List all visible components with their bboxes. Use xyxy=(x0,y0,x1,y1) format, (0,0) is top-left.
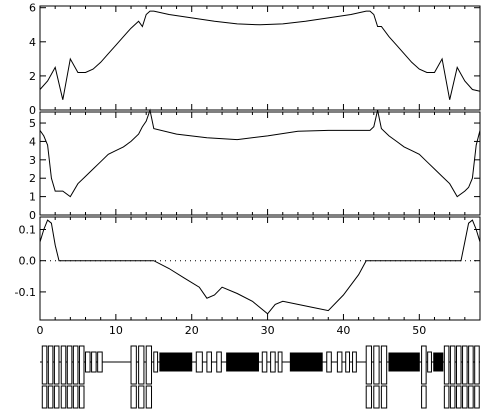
y-tick-label: -0.1 xyxy=(15,286,36,299)
lattice-element xyxy=(145,345,153,385)
element-label-stub xyxy=(474,385,480,409)
element-label-stub xyxy=(468,385,474,409)
dipole-magnet xyxy=(226,352,259,372)
element-label-stub xyxy=(66,385,73,409)
x-tick-label: 30 xyxy=(261,324,275,337)
y-tick-label: 2 xyxy=(29,70,36,83)
series-line-bottom xyxy=(39,219,481,315)
x-tick-label: 50 xyxy=(412,324,426,337)
element-label-stub xyxy=(47,385,54,409)
series-line-top xyxy=(39,10,481,100)
y-tick-label: 4 xyxy=(29,135,36,148)
lattice-element xyxy=(468,345,474,385)
dipole-magnet xyxy=(388,352,420,372)
element-label-stub xyxy=(380,385,388,409)
x-tick-label: 20 xyxy=(185,324,199,337)
lattice-element xyxy=(443,345,450,385)
x-tick-label: 40 xyxy=(336,324,350,337)
panel-top: 0 2 4 6 xyxy=(29,2,481,117)
dipole-magnet xyxy=(433,352,444,372)
lattice-element xyxy=(130,345,137,385)
lattice-element xyxy=(66,345,73,385)
x-tick-label: 10 xyxy=(109,324,123,337)
y-tick-label: 0 xyxy=(29,104,36,117)
element-label-stub xyxy=(373,385,380,409)
y-tick-label: 4 xyxy=(29,36,36,49)
dipole-magnet xyxy=(159,352,193,372)
x-tick-label: 0 xyxy=(37,324,44,337)
lattice-element xyxy=(60,345,67,385)
lattice-element xyxy=(195,351,203,373)
plot-frame xyxy=(39,111,481,216)
y-tick-label: 6 xyxy=(29,2,36,15)
lattice-element xyxy=(261,351,268,373)
plot-frame xyxy=(39,216,481,321)
element-label-stub xyxy=(78,385,85,409)
lattice-element xyxy=(41,345,48,385)
lattice-element xyxy=(216,351,222,373)
element-label-stub xyxy=(365,385,373,409)
element-label-stub xyxy=(443,385,450,409)
lattice-element xyxy=(270,351,276,373)
y-tick-label: 2 xyxy=(29,172,36,185)
lattice-element xyxy=(326,351,332,373)
lattice-element xyxy=(380,345,388,385)
lattice-element xyxy=(78,345,85,385)
lattice-element xyxy=(474,345,480,385)
element-label-stub xyxy=(60,385,67,409)
lattice-element xyxy=(47,345,54,385)
lattice-element xyxy=(138,345,145,385)
series-line-middle xyxy=(39,108,481,198)
element-label-stub xyxy=(145,385,153,409)
y-tick-label: 0.0 xyxy=(19,255,37,268)
y-tick-label: 0.1 xyxy=(19,223,37,236)
lattice-element xyxy=(345,351,351,373)
element-label-stub xyxy=(53,385,60,409)
plot-frame xyxy=(39,5,481,111)
lattice-element xyxy=(277,351,283,373)
lattice-element xyxy=(365,345,373,385)
lattice-element xyxy=(421,345,427,385)
dipole-magnet xyxy=(289,352,323,372)
lattice-element xyxy=(206,351,212,373)
lattice-element xyxy=(373,345,380,385)
lattice-element xyxy=(455,345,462,385)
y-tick-label: 3 xyxy=(29,154,36,167)
element-label-stub xyxy=(455,385,462,409)
lattice-element xyxy=(462,345,468,385)
lattice-element xyxy=(352,351,357,373)
element-label-stub xyxy=(41,385,48,409)
lattice-element xyxy=(72,345,79,385)
y-tick-label: 5 xyxy=(29,117,36,130)
lattice-layout xyxy=(40,345,480,409)
lattice-element xyxy=(91,351,97,373)
element-label-stub xyxy=(72,385,79,409)
lattice-element xyxy=(97,351,103,373)
lattice-element xyxy=(427,351,432,373)
element-label-stub xyxy=(449,385,456,409)
y-tick-label: 0 xyxy=(29,209,36,222)
lattice-element xyxy=(153,351,159,373)
element-label-stub xyxy=(130,385,137,409)
lattice-element xyxy=(336,351,343,373)
lattice-element xyxy=(449,345,456,385)
element-label-stub xyxy=(421,385,427,409)
lattice-element xyxy=(85,351,91,373)
y-tick-label: 1 xyxy=(29,191,36,204)
element-label-stub xyxy=(138,385,145,409)
panel-middle: 0 1 2 3 4 5 xyxy=(29,108,481,222)
element-label-stub xyxy=(462,385,468,409)
panel-bottom: -0.1 0.0 0.1 0 10 20 30 40 50 xyxy=(15,216,481,337)
lattice-element xyxy=(53,345,60,385)
